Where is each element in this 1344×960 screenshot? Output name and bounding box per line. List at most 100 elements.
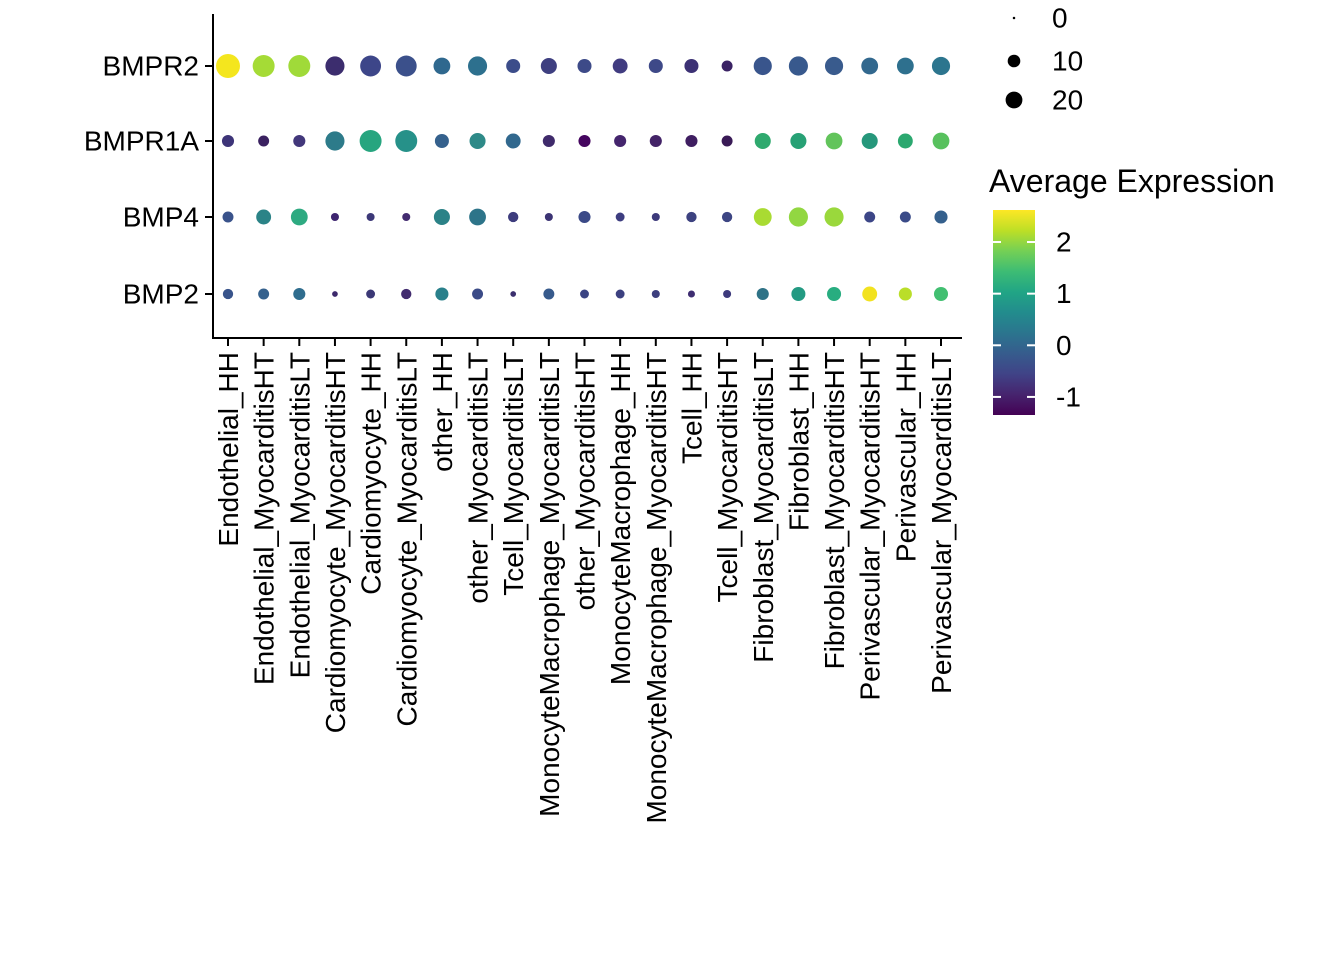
x-axis-category-label: Tcell_MyocarditisHT bbox=[712, 352, 743, 603]
expression-dot-BMP2-Endothelial_HH bbox=[222, 288, 234, 300]
x-axis-category-label: Tcell_HH bbox=[676, 352, 707, 464]
expression-dot-BMPR2-Perivascular_MyocarditisLT bbox=[931, 56, 951, 76]
expression-dot-BMPR2-Cardiomyocyte_MyocarditisHT bbox=[325, 56, 345, 76]
x-axis-category-label: MonocyteMacrophage_MyocarditisLT bbox=[534, 352, 565, 817]
expression-dot-BMPR1A-Fibroblast_HH bbox=[790, 132, 807, 150]
expression-dot-BMP4-Fibroblast_MyocarditisHT bbox=[824, 207, 844, 227]
expression-dot-BMPR2-other_MyocarditisHT bbox=[577, 58, 592, 74]
expression-dot-BMP2-Perivascular_HH bbox=[898, 287, 912, 301]
expression-dot-BMPR2-Perivascular_MyocarditisHT bbox=[861, 57, 879, 75]
expression-dot-BMPR1A-Fibroblast_MyocarditisLT bbox=[754, 132, 771, 150]
expression-dot-BMP2-Fibroblast_HH bbox=[791, 286, 806, 302]
expression-dot-BMPR1A-other_HH bbox=[434, 133, 449, 149]
expression-dot-BMPR1A-Endothelial_MyocarditisHT bbox=[258, 135, 270, 147]
expression-dot-BMP2-MonocyteMacrophage_MyocarditisHT bbox=[651, 289, 660, 299]
expression-dot-BMP4-Fibroblast_MyocarditisLT bbox=[753, 208, 772, 226]
x-axis-category-label: other_MyocarditisLT bbox=[463, 352, 494, 604]
expression-dot-BMP4-Perivascular_MyocarditisLT bbox=[934, 210, 948, 224]
size-legend-label: 10 bbox=[1052, 46, 1083, 77]
expression-dot-BMPR1A-Cardiomyocyte_MyocarditisHT bbox=[325, 131, 345, 151]
expression-dot-BMPR2-Fibroblast_MyocarditisHT bbox=[824, 56, 844, 76]
expression-dot-BMPR2-Fibroblast_MyocarditisLT bbox=[753, 56, 772, 76]
colorbar-gradient bbox=[993, 210, 1035, 415]
expression-dot-BMPR2-MonocyteMacrophage_HH bbox=[612, 58, 628, 74]
x-axis-category-label: Fibroblast_MyocarditisHT bbox=[819, 352, 850, 669]
expression-dot-BMPR1A-Cardiomyocyte_HH bbox=[359, 130, 382, 152]
expression-dot-BMP2-MonocyteMacrophage_HH bbox=[615, 289, 625, 299]
colorbar-tick-label: 2 bbox=[1056, 227, 1072, 258]
x-axis-category-label: MonocyteMacrophage_HH bbox=[605, 352, 636, 685]
expression-dot-BMP2-Endothelial_MyocarditisHT bbox=[258, 288, 270, 300]
expression-dot-BMP4-Perivascular_HH bbox=[899, 211, 911, 223]
expression-dot-BMP4-Cardiomyocyte_HH bbox=[366, 212, 375, 222]
y-axis-gene-label: BMP2 bbox=[123, 279, 199, 310]
expression-dot-BMP4-Tcell_MyocarditisHT bbox=[721, 211, 733, 223]
expression-dot-BMP2-Tcell_MyocarditisHT bbox=[723, 289, 732, 299]
expression-dot-BMPR1A-other_MyocarditisHT bbox=[578, 134, 591, 148]
expression-dot-BMP2-MonocyteMacrophage_MyocarditisLT bbox=[543, 288, 555, 300]
expression-dot-BMP2-Cardiomyocyte_MyocarditisLT bbox=[401, 288, 412, 300]
x-axis-category-label: Endothelial_MyocarditisLT bbox=[284, 352, 315, 678]
expression-dot-BMP4-Endothelial_MyocarditisLT bbox=[290, 208, 308, 226]
expression-dot-BMPR1A-Tcell_MyocarditisHT bbox=[721, 135, 733, 147]
x-axis-category-label: Perivascular_MyocarditisHT bbox=[855, 352, 886, 701]
expression-dot-BMP2-Cardiomyocyte_MyocarditisHT bbox=[332, 291, 338, 297]
expression-dot-BMP2-Perivascular_MyocarditisLT bbox=[933, 286, 949, 302]
expression-dot-BMP4-other_MyocarditisHT bbox=[578, 210, 591, 224]
colorbar-tick-label: 1 bbox=[1056, 278, 1072, 309]
expression-dot-BMPR2-Cardiomyocyte_MyocarditisLT bbox=[395, 55, 417, 77]
x-axis-category-label: Endothelial_MyocarditisHT bbox=[249, 352, 280, 685]
x-axis-category-label: other_HH bbox=[427, 352, 458, 472]
expression-dot-BMP2-Tcell_MyocarditisLT bbox=[510, 291, 517, 297]
expression-dot-BMPR2-Endothelial_MyocarditisLT bbox=[288, 55, 311, 77]
expression-dot-BMPR1A-Perivascular_HH bbox=[897, 133, 913, 149]
expression-dot-BMP4-Fibroblast_HH bbox=[788, 207, 808, 227]
expression-dot-BMPR1A-Tcell_HH bbox=[685, 134, 698, 148]
expression-dot-BMP4-Tcell_HH bbox=[686, 211, 697, 223]
expression-dot-BMP4-Perivascular_MyocarditisHT bbox=[864, 211, 876, 223]
expression-dot-BMP4-Tcell_MyocarditisLT bbox=[508, 211, 519, 223]
expression-dot-BMP4-Endothelial_MyocarditisHT bbox=[256, 209, 272, 225]
expression-dot-BMPR2-Fibroblast_HH bbox=[788, 56, 808, 76]
expression-dot-BMP2-Fibroblast_MyocarditisLT bbox=[756, 287, 769, 301]
x-axis-category-label: MonocyteMacrophage_MyocarditisHT bbox=[641, 352, 672, 824]
expression-dot-BMPR1A-MonocyteMacrophage_MyocarditisHT bbox=[649, 134, 662, 148]
expression-dot-BMPR1A-Endothelial_HH bbox=[221, 134, 235, 148]
color-legend-title: Average Expression bbox=[989, 163, 1275, 199]
expression-dot-BMP4-other_HH bbox=[433, 208, 450, 226]
expression-dot-BMPR2-MonocyteMacrophage_MyocarditisHT bbox=[648, 58, 663, 74]
x-axis-category-label: Cardiomyocyte_MyocarditisLT bbox=[391, 352, 422, 727]
expression-dot-BMP2-other_MyocarditisHT bbox=[580, 289, 589, 299]
expression-dot-BMPR1A-MonocyteMacrophage_HH bbox=[614, 134, 627, 148]
x-axis-category-label: Fibroblast_HH bbox=[783, 352, 814, 531]
size-legend-dot bbox=[1012, 16, 1016, 20]
expression-dot-BMP2-Perivascular_MyocarditisHT bbox=[862, 286, 878, 302]
expression-dot-BMPR2-Endothelial_HH bbox=[216, 54, 240, 78]
x-axis-category-label: Cardiomyocyte_HH bbox=[356, 352, 387, 595]
expression-dot-BMP4-MonocyteMacrophage_MyocarditisLT bbox=[544, 212, 553, 222]
y-axis-gene-label: BMPR1A bbox=[84, 126, 199, 157]
expression-dot-BMP2-other_MyocarditisLT bbox=[472, 288, 484, 300]
y-axis-gene-label: BMP4 bbox=[123, 202, 199, 233]
expression-dot-BMP2-Fibroblast_MyocarditisHT bbox=[827, 286, 842, 302]
x-axis-category-label: other_MyocarditisHT bbox=[570, 352, 601, 610]
expression-dot-BMPR1A-Cardiomyocyte_MyocarditisLT bbox=[395, 130, 418, 152]
expression-dot-BMPR2-Tcell_MyocarditisHT bbox=[721, 60, 733, 72]
expression-dot-BMPR2-Tcell_HH bbox=[684, 58, 699, 74]
x-axis-category-label: Cardiomyocyte_MyocarditisHT bbox=[320, 352, 351, 733]
expression-dot-BMPR1A-Perivascular_MyocarditisLT bbox=[932, 132, 950, 150]
expression-dot-BMPR2-Tcell_MyocarditisLT bbox=[506, 58, 521, 74]
size-legend-label: 0 bbox=[1052, 3, 1068, 34]
expression-dot-BMP2-Cardiomyocyte_HH bbox=[366, 289, 376, 299]
expression-dot-BMPR1A-Endothelial_MyocarditisLT bbox=[293, 134, 306, 148]
size-legend-label: 20 bbox=[1052, 85, 1083, 116]
x-axis-category-label: Fibroblast_MyocarditisLT bbox=[748, 352, 779, 663]
expression-dot-BMPR2-other_HH bbox=[433, 57, 451, 75]
y-axis-gene-label: BMPR2 bbox=[103, 51, 199, 82]
size-legend-dot bbox=[1005, 91, 1023, 109]
expression-dot-BMP2-Endothelial_MyocarditisLT bbox=[293, 287, 306, 301]
expression-dot-BMPR1A-Tcell_MyocarditisLT bbox=[505, 133, 521, 149]
expression-dot-BMPR1A-other_MyocarditisLT bbox=[469, 132, 486, 150]
expression-dot-BMPR2-other_MyocarditisLT bbox=[467, 56, 488, 76]
x-axis-category-label: Perivascular_MyocarditisLT bbox=[926, 352, 957, 694]
